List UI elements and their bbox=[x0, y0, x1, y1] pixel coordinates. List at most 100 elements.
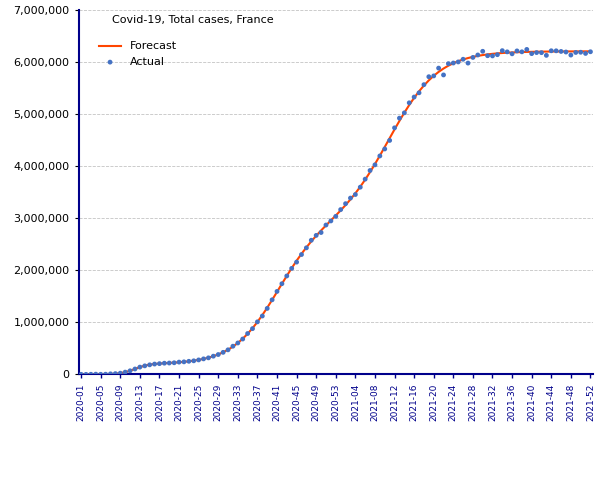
Actual bbox=[312, 231, 321, 239]
Legend: Forecast, Actual: Forecast, Actual bbox=[94, 37, 182, 72]
Actual bbox=[243, 330, 252, 337]
Actual bbox=[424, 73, 434, 81]
Actual bbox=[522, 46, 532, 53]
Actual bbox=[125, 367, 135, 374]
Actual bbox=[497, 47, 507, 55]
Actual bbox=[370, 161, 380, 168]
Actual bbox=[551, 47, 561, 55]
Actual bbox=[532, 49, 541, 57]
Actual bbox=[277, 280, 287, 288]
Actual bbox=[91, 371, 100, 378]
Actual bbox=[179, 358, 189, 366]
Actual bbox=[149, 360, 159, 368]
Actual bbox=[468, 54, 478, 61]
Actual bbox=[238, 335, 247, 343]
Actual bbox=[448, 59, 458, 67]
Actual bbox=[165, 359, 174, 367]
Forecast bbox=[445, 63, 452, 69]
Actual bbox=[282, 272, 292, 280]
Actual bbox=[345, 194, 355, 202]
Actual bbox=[120, 368, 130, 376]
Actual bbox=[571, 48, 581, 56]
Actual bbox=[478, 48, 488, 55]
Actual bbox=[561, 48, 571, 56]
Actual bbox=[566, 51, 576, 59]
Actual bbox=[321, 221, 331, 229]
Actual bbox=[385, 137, 394, 144]
Actual bbox=[443, 60, 453, 68]
Actual bbox=[267, 296, 277, 304]
Actual bbox=[307, 237, 316, 244]
Actual bbox=[214, 351, 223, 359]
Forecast bbox=[450, 60, 457, 66]
Forecast bbox=[577, 48, 584, 54]
Actual bbox=[155, 360, 165, 368]
Actual bbox=[576, 48, 586, 56]
Forecast bbox=[77, 372, 85, 377]
Actual bbox=[375, 152, 385, 160]
Actual bbox=[483, 52, 492, 60]
Actual bbox=[336, 206, 345, 214]
Actual bbox=[341, 200, 350, 207]
Actual bbox=[361, 175, 370, 183]
Actual bbox=[546, 47, 556, 55]
Actual bbox=[130, 365, 140, 373]
Line: Forecast: Forecast bbox=[81, 51, 590, 374]
Actual bbox=[350, 191, 360, 198]
Actual bbox=[301, 244, 311, 252]
Actual bbox=[292, 258, 301, 266]
Actual bbox=[116, 369, 125, 377]
Actual bbox=[512, 47, 522, 55]
Actual bbox=[463, 59, 473, 67]
Actual bbox=[272, 288, 282, 295]
Actual bbox=[326, 217, 336, 225]
Actual bbox=[76, 371, 86, 378]
Actual bbox=[331, 213, 341, 220]
Actual bbox=[394, 114, 404, 122]
Actual bbox=[537, 49, 546, 57]
Actual bbox=[473, 51, 483, 59]
Actual bbox=[135, 363, 145, 371]
Actual bbox=[247, 325, 257, 333]
Actual bbox=[380, 145, 390, 153]
Actual bbox=[204, 354, 214, 362]
Actual bbox=[458, 55, 468, 63]
Forecast bbox=[298, 251, 305, 257]
Actual bbox=[184, 358, 194, 365]
Actual bbox=[263, 305, 272, 312]
Actual bbox=[111, 370, 120, 377]
Actual bbox=[145, 361, 154, 369]
Actual bbox=[507, 50, 517, 58]
Actual bbox=[390, 124, 399, 132]
Forecast bbox=[146, 362, 153, 368]
Actual bbox=[404, 99, 414, 107]
Text: Covid-19, Total cases, France: Covid-19, Total cases, France bbox=[112, 15, 273, 25]
Actual bbox=[316, 228, 326, 236]
Actual bbox=[502, 48, 512, 56]
Actual bbox=[581, 49, 590, 57]
Actual bbox=[488, 52, 497, 60]
Actual bbox=[228, 342, 238, 350]
Actual bbox=[86, 371, 96, 378]
Actual bbox=[233, 339, 243, 347]
Actual bbox=[218, 348, 228, 356]
Actual bbox=[223, 346, 233, 354]
Actual bbox=[96, 371, 105, 378]
Actual bbox=[365, 167, 375, 174]
Actual bbox=[429, 72, 439, 80]
Actual bbox=[439, 71, 448, 79]
Actual bbox=[517, 48, 527, 56]
Actual bbox=[81, 371, 91, 378]
Actual bbox=[194, 356, 203, 364]
Actual bbox=[198, 355, 208, 363]
Actual bbox=[106, 370, 116, 378]
Actual bbox=[209, 352, 218, 360]
Actual bbox=[355, 183, 365, 191]
Actual bbox=[101, 371, 111, 378]
Actual bbox=[169, 359, 179, 367]
Actual bbox=[419, 81, 429, 88]
Actual bbox=[252, 318, 262, 326]
Forecast bbox=[82, 372, 90, 377]
Actual bbox=[453, 58, 463, 66]
Actual bbox=[287, 264, 296, 272]
